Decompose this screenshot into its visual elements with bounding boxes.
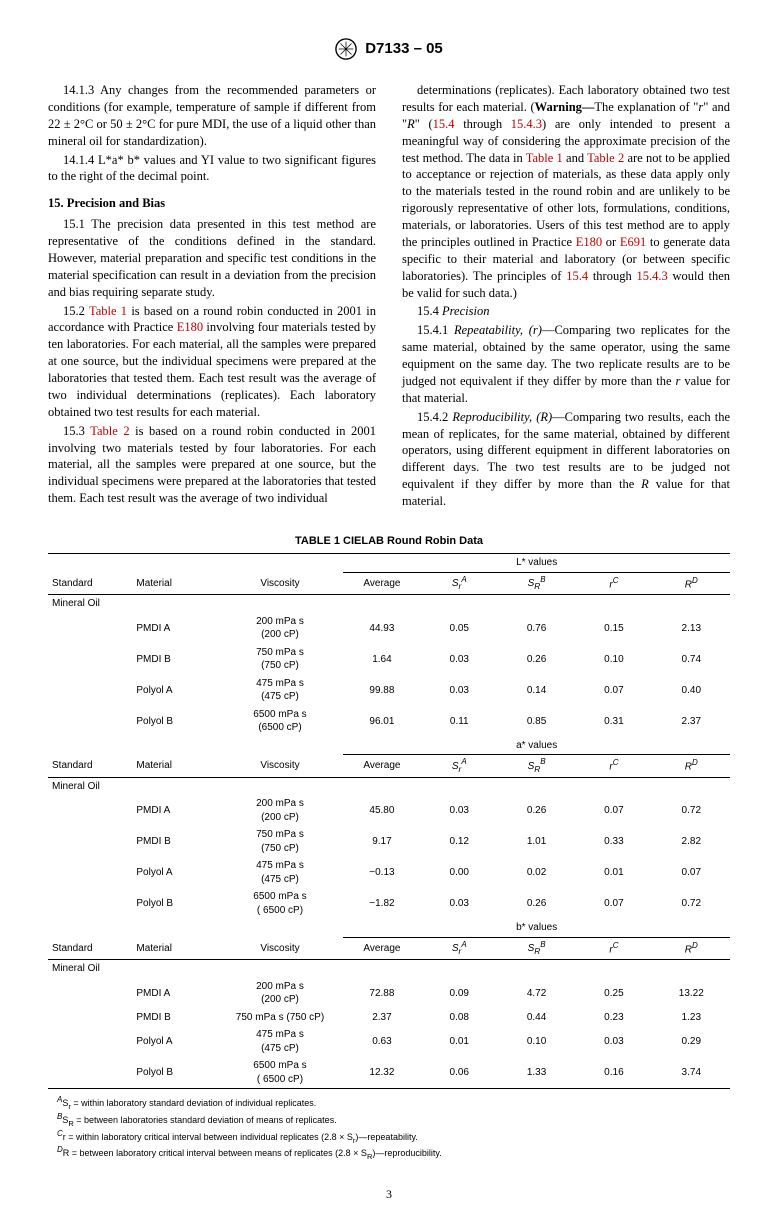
warning-label: Warning— [535,100,595,114]
section-label: a* values [343,737,730,755]
designation: D7133 – 05 [365,39,443,59]
table-1-title: TABLE 1 CIELAB Round Robin Data [48,534,730,549]
xref-15-4b[interactable]: 15.4 [566,269,588,283]
para-15-2: 15.2 Table 1 is based on a round robin c… [48,303,376,421]
section-label: b* values [343,919,730,937]
xref-table2b[interactable]: Table 2 [587,151,624,165]
page-header: D7133 – 05 [48,38,730,60]
table-row: Polyol A475 mPa s(475 cP)0.630.010.100.0… [48,1026,730,1057]
table-row: Polyol B6500 mPa s(6500 cP)96.010.110.85… [48,706,730,737]
table-row: Polyol A475 mPa s(475 cP)99.880.030.140.… [48,675,730,706]
table-row: PMDI A200 mPa s(200 cP)72.880.094.720.25… [48,978,730,1009]
para-15-4: 15.4 Precision [402,303,730,320]
para-col2-warning: determinations (replicates). Each labora… [402,82,730,301]
para-15-4-1: 15.4.1 Repeatability, (r)—Comparing two … [402,322,730,406]
xref-e691[interactable]: E691 [620,235,646,249]
para-15-1: 15.1 The precision data presented in thi… [48,216,376,300]
section-label: L* values [343,554,730,573]
footnote-a: ASr = within laboratory standard deviati… [48,1095,730,1112]
page-number: 3 [48,1186,730,1202]
table-1: L* values Standard Material Viscosity Av… [48,553,730,1089]
table-row: PMDI A200 mPa s(200 cP)45.800.030.260.07… [48,795,730,826]
table-row: Polyol B6500 mPa s( 6500 cP)12.320.061.3… [48,1057,730,1089]
para-14-1-4: 14.1.4 L*a* b* values and YI value to tw… [48,152,376,186]
para-15-3: 15.3 Table 2 is based on a round robin c… [48,423,376,507]
table-row: Polyol B6500 mPa s( 6500 cP)−1.820.030.2… [48,888,730,919]
xref-15-4-3[interactable]: 15.4.3 [511,117,542,131]
xref-e180[interactable]: E180 [177,320,203,334]
footnote-b: BSR = between laboratories standard devi… [48,1112,730,1129]
table-row: PMDI A200 mPa s(200 cP)44.930.050.760.15… [48,613,730,644]
xref-15-4[interactable]: 15.4 [433,117,455,131]
standard-label: Mineral Oil [48,595,132,613]
para-15-4-2: 15.4.2 Reproducibility, (R)—Comparing tw… [402,409,730,510]
xref-table1[interactable]: Table 1 [89,304,127,318]
table-row: PMDI B750 mPa s(750 cP)1.640.030.260.100… [48,644,730,675]
table-row: PMDI B750 mPa s(750 cP)9.170.121.010.332… [48,826,730,857]
astm-logo [335,38,357,60]
table-footnotes: ASr = within laboratory standard deviati… [48,1095,730,1161]
standard-label: Mineral Oil [48,960,132,978]
footnote-c: Cr = within laboratory critical interval… [48,1129,730,1146]
table-row: PMDI B750 mPa s (750 cP)2.370.080.440.23… [48,1009,730,1027]
xref-15-4-3b[interactable]: 15.4.3 [636,269,667,283]
section-15: 15. Precision and Bias [48,195,376,212]
body-columns: 14.1.3 Any changes from the recommended … [48,82,730,510]
xref-table2[interactable]: Table 2 [90,424,129,438]
para-14-1-3: 14.1.3 Any changes from the recommended … [48,82,376,150]
table-row: Polyol A475 mPa s(475 cP)−0.130.000.020.… [48,857,730,888]
xref-table1b[interactable]: Table 1 [526,151,563,165]
standard-label: Mineral Oil [48,777,132,795]
xref-e180b[interactable]: E180 [576,235,602,249]
footnote-d: DR = between laboratory critical interva… [48,1145,730,1162]
